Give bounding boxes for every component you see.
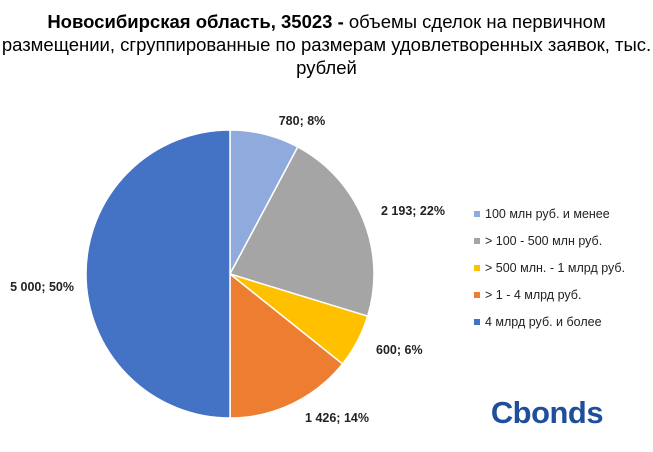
pie-slice <box>228 145 375 318</box>
cbonds-logo: Cbonds <box>491 395 604 430</box>
pie-data-labels: 780; 8% 2 193; 22% 600; 6% 1 426; 14% 5 000;… <box>10 114 445 425</box>
legend-swatch <box>474 210 480 217</box>
legend-label: > 100 - 500 млн руб. <box>485 233 603 248</box>
pie-data-label: 2 193; 22% <box>381 204 445 218</box>
pie-slice <box>229 272 344 419</box>
pie-data-label: 1 426; 14% <box>305 411 369 425</box>
cbonds-logo-text: Cbonds <box>491 395 603 430</box>
pie-slices <box>85 129 375 419</box>
legend-swatch <box>474 291 480 298</box>
chart-title-rest: объемы сделок на первичном размещении, с… <box>1 11 652 78</box>
pie-data-label: 5 000; 50% <box>10 280 74 294</box>
legend-item: > 500 млн. - 1 млрд руб. <box>474 254 625 281</box>
legend-item: > 1 - 4 млрд руб. <box>474 281 625 308</box>
legend-swatch <box>474 318 480 325</box>
chart-title: Новосибирская область, 35023 - объемы сд… <box>0 10 653 79</box>
legend-label: > 1 - 4 млрд руб. <box>485 287 582 302</box>
chart-title-bold: Новосибирская область, 35023 - <box>47 11 344 32</box>
pie-data-label: 780; 8% <box>279 114 326 128</box>
legend-item: > 100 - 500 млн руб. <box>474 227 625 254</box>
chart-legend: 100 млн руб. и менее > 100 - 500 млн руб.… <box>474 200 625 335</box>
legend-item: 4 млрд руб. и более <box>474 308 625 335</box>
legend-item: 100 млн руб. и менее <box>474 200 625 227</box>
legend-swatch <box>474 264 480 271</box>
pie-slice <box>85 129 231 419</box>
legend-label: > 500 млн. - 1 млрд руб. <box>485 260 626 275</box>
legend-swatch <box>474 237 480 244</box>
pie-data-label: 600; 6% <box>376 343 423 357</box>
legend-label: 4 млрд руб. и более <box>485 314 602 329</box>
legend-label: 100 млн руб. и менее <box>485 206 610 221</box>
